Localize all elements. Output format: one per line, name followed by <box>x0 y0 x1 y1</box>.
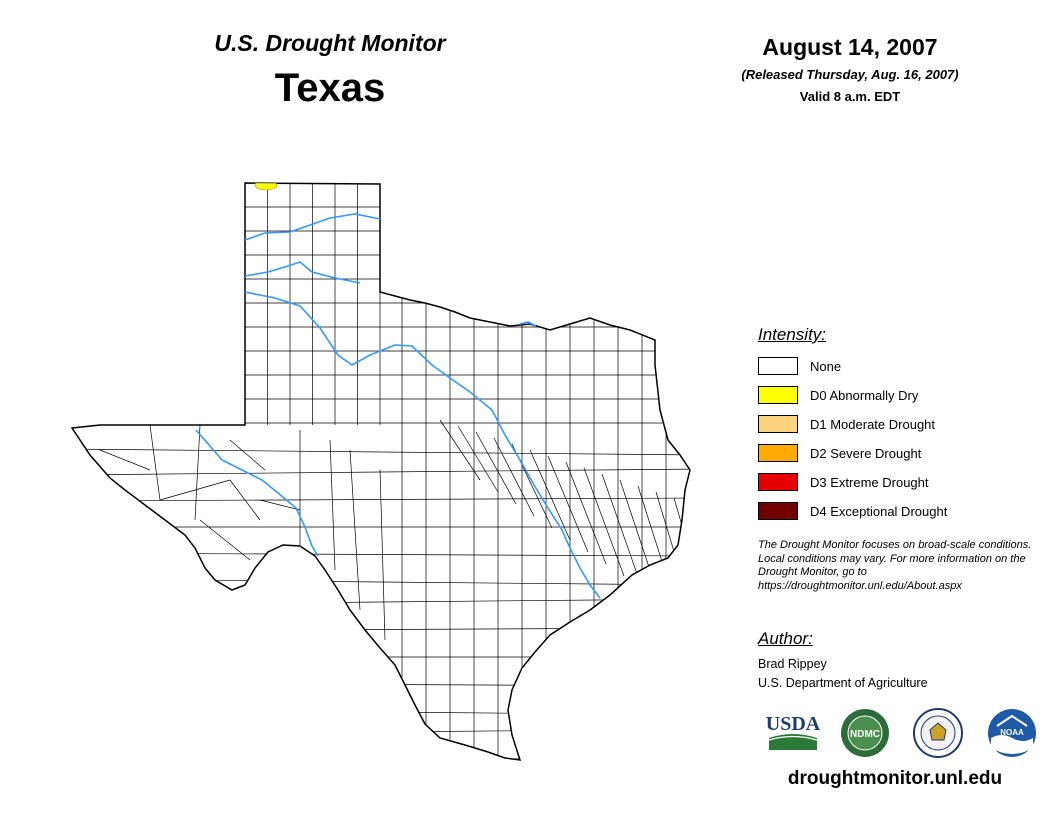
state-title: Texas <box>274 66 386 110</box>
rivers <box>195 213 601 599</box>
noaa-logo-text: NOAA <box>1000 728 1024 737</box>
canadian-river <box>244 213 381 241</box>
legend-label: D4 Exceptional Drought <box>810 503 948 519</box>
sabine-lake <box>519 321 537 327</box>
legend-title: Intensity: <box>758 325 827 344</box>
author-name: Brad Rippey <box>758 657 827 671</box>
map-date: August 14, 2007 <box>762 34 938 60</box>
legend-item: D1 Moderate Drought <box>758 413 935 435</box>
legend-item: None <box>758 355 841 377</box>
legend-label: D0 Abnormally Dry <box>810 387 919 403</box>
legend-swatch <box>758 473 798 491</box>
usda-logo-icon: USDA <box>766 713 821 750</box>
legend-swatch <box>758 502 798 520</box>
legend-swatch <box>758 357 798 375</box>
disclaimer-note: The Drought Monitor focuses on broad-sca… <box>758 539 1032 592</box>
ndmc-logo-icon: NDMC <box>841 709 889 757</box>
legend-item: D2 Severe Drought <box>758 442 921 464</box>
texas-outline <box>70 182 691 761</box>
legend-item: D3 Extreme Drought <box>758 471 929 493</box>
red-river-fork <box>244 261 361 284</box>
release-date: (Released Thursday, Aug. 16, 2007) <box>741 67 959 82</box>
legend-swatch <box>758 415 798 433</box>
website-link[interactable]: droughtmonitor.unl.edu <box>787 768 1003 789</box>
noaa-logo-icon: NOAA <box>988 709 1036 757</box>
rio-grande <box>195 429 319 557</box>
legend-label: D1 Moderate Drought <box>810 416 936 432</box>
legend-label: D2 Severe Drought <box>810 445 922 461</box>
ndmc-logo-text: NDMC <box>850 729 880 740</box>
legend-swatch <box>758 386 798 404</box>
legend-item: D0 Abnormally Dry <box>758 384 918 406</box>
valid-time: Valid 8 a.m. EDT <box>799 89 901 104</box>
author-organization: U.S. Department of Agriculture <box>758 676 928 690</box>
commerce-seal-icon <box>913 708 963 758</box>
monitor-title: U.S. Drought Monitor <box>214 30 446 56</box>
legend-label: None <box>810 358 842 374</box>
legend-swatch <box>758 444 798 462</box>
author-heading: Author: <box>758 629 813 648</box>
texas-map <box>70 182 691 761</box>
brazos-river <box>244 291 601 599</box>
usda-logo-text: USDA <box>766 713 821 735</box>
legend-item: D4 Exceptional Drought <box>758 500 947 522</box>
legend-label: D3 Extreme Drought <box>810 474 929 490</box>
d0-drought-area <box>254 183 278 191</box>
